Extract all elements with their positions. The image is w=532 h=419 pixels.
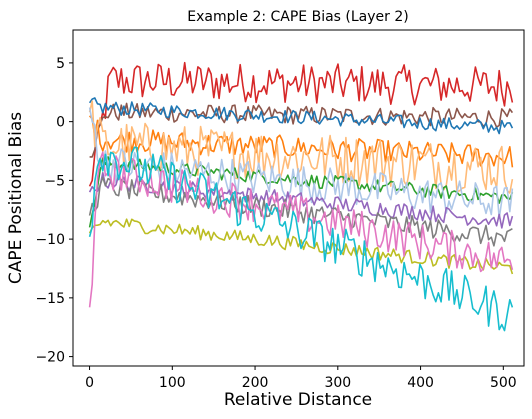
- plot-frame: [72, 29, 525, 367]
- x-tick-label: 300: [324, 375, 351, 391]
- y-tick-label: −10: [35, 232, 65, 248]
- chart-title: Example 2: CAPE Bias (Layer 2): [187, 9, 408, 25]
- series-line-4: [88, 115, 514, 168]
- y-tick-label: −5: [44, 173, 65, 189]
- x-axis-title: Relative Distance: [224, 390, 372, 410]
- series-line-11: [88, 151, 514, 308]
- x-tick-label: 0: [85, 375, 94, 391]
- y-tick-label: −20: [35, 350, 65, 366]
- y-tick-label: 0: [56, 115, 65, 131]
- series-layer: [88, 61, 514, 332]
- y-tick-label: −15: [35, 291, 65, 307]
- x-tick-label: 400: [407, 375, 434, 391]
- series-line-10: [88, 218, 514, 275]
- series-line-3: [88, 97, 514, 135]
- x-tick-label: 100: [159, 375, 186, 391]
- y-axis-title: CAPE Positional Bias: [6, 112, 26, 284]
- y-tick-label: 5: [56, 56, 65, 72]
- series-line-1: [88, 61, 514, 187]
- series-line-5: [88, 100, 514, 194]
- x-axis-ticks: 0 100 200 300 400 500: [85, 366, 517, 391]
- series-line-12: [88, 146, 514, 332]
- y-axis-ticks: 5 0 −5 −10 −15 −20: [35, 56, 73, 366]
- series-line-9: [88, 176, 513, 247]
- series-line-6: [88, 156, 514, 228]
- x-tick-label: 500: [490, 375, 517, 391]
- x-tick-label: 200: [242, 375, 269, 391]
